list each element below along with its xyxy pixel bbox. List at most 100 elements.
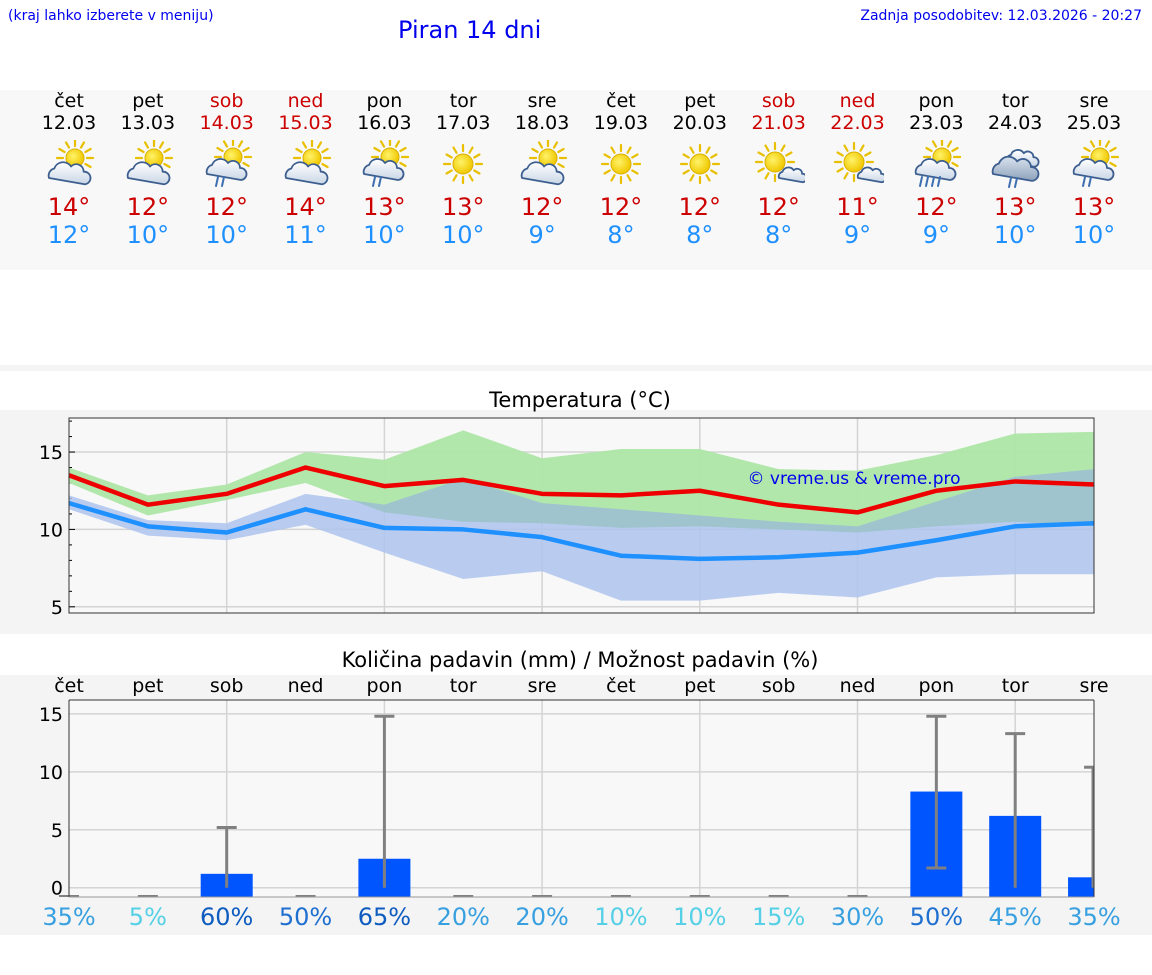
day-name: sob	[761, 90, 796, 112]
precip-chance: 50%	[909, 903, 964, 931]
day-date: 22.03	[830, 112, 885, 134]
y-tick-label: 10	[39, 519, 63, 541]
precip-chance: 30%	[830, 903, 885, 931]
day-date: 15.03	[278, 112, 333, 134]
day-name: pon	[366, 90, 403, 112]
day-label: ned	[288, 675, 324, 697]
partly-cloudy-sun-icon	[126, 140, 173, 186]
temp-min: 8°	[686, 221, 714, 249]
day-column: ned 22.03 11° 9°	[823, 90, 893, 249]
plot-frame	[68, 417, 1095, 614]
max-temp-line	[68, 465, 1095, 515]
day-label: tor	[450, 675, 477, 697]
min-temp-line	[68, 500, 1095, 562]
partly-cloudy-sun-icon	[284, 140, 331, 186]
day-date: 12.03	[41, 112, 97, 134]
temp-max: 12°	[915, 193, 958, 221]
day-name: tor	[1001, 90, 1029, 112]
max-temp-range-band	[69, 430, 1095, 533]
day-column: sre 18.03 12° 9°	[507, 90, 577, 249]
cloud-rain-icon	[991, 149, 1040, 188]
temp-min: 10°	[363, 221, 406, 249]
y-tick-label: 5	[51, 820, 63, 842]
day-date: 20.03	[672, 112, 727, 134]
day-date: 23.03	[909, 112, 964, 134]
day-date: 24.03	[987, 112, 1043, 134]
precip-chance: 45%	[988, 903, 1042, 931]
precip-chance: 20%	[436, 903, 490, 931]
temp-max: 14°	[284, 193, 327, 221]
day-name: čet	[606, 90, 636, 112]
day-column: sob 14.03 12° 10°	[192, 90, 262, 249]
day-name: sre	[527, 90, 557, 112]
precip-chance: 60%	[200, 903, 254, 931]
day-label: pet	[132, 675, 163, 697]
y-tick-label: 10	[39, 762, 63, 784]
temp-min: 10°	[126, 221, 170, 249]
temperature-chart-title: Temperatura (°C)	[489, 388, 671, 412]
temp-max: 12°	[678, 193, 722, 221]
day-date: 16.03	[357, 112, 412, 134]
precip-chance: 65%	[357, 903, 412, 931]
day-column: pet 20.03 12° 8°	[665, 90, 735, 249]
temp-min: 11°	[284, 221, 327, 249]
temp-max: 12°	[205, 193, 248, 221]
day-column: ned 15.03 14° 11°	[271, 90, 341, 249]
temp-min: 9°	[922, 221, 950, 249]
day-column: sre 25.03 13° 10°	[1059, 90, 1129, 249]
temp-min: 9°	[843, 221, 872, 249]
precip-chance: 20%	[515, 903, 569, 931]
day-label: sob	[210, 675, 244, 697]
temp-max: 12°	[126, 193, 170, 221]
day-name: tor	[449, 90, 477, 112]
day-date: 25.03	[1066, 112, 1122, 134]
partly-cloudy-sun-icon	[47, 140, 95, 186]
temp-max: 11°	[836, 193, 879, 221]
sun-icon	[600, 143, 642, 185]
day-column: pet 13.03 12° 10°	[113, 90, 183, 249]
temp-max: 13°	[1072, 193, 1116, 221]
sun-small-cloud-icon	[833, 141, 884, 184]
day-label: čet	[606, 675, 636, 697]
precip-bar	[1068, 877, 1094, 897]
temp-min: 8°	[607, 221, 635, 249]
day-name: pet	[132, 90, 164, 112]
day-label: sre	[1080, 675, 1109, 697]
day-column: tor 17.03 13° 10°	[428, 90, 498, 249]
day-label: čet	[54, 675, 84, 697]
day-label: sob	[762, 675, 796, 697]
sun-rain-icon	[1072, 140, 1120, 187]
page-title: Piran 14 dni	[398, 16, 542, 44]
day-name: čet	[54, 90, 84, 112]
sun-small-cloud-icon	[754, 141, 805, 184]
day-name: sre	[1079, 90, 1109, 112]
region-menu-note[interactable]: (kraj lahko izberete v meniju)	[8, 8, 214, 24]
sun-icon	[679, 143, 720, 185]
temp-max: 12°	[599, 193, 643, 221]
temp-min: 9°	[528, 221, 556, 249]
temp-max: 13°	[363, 193, 406, 221]
temp-max: 13°	[993, 193, 1037, 221]
y-tick-label: 15	[39, 704, 63, 726]
day-column: tor 24.03 13° 10°	[980, 90, 1050, 249]
temp-max: 13°	[441, 193, 485, 221]
precip-chance: 5%	[128, 903, 167, 931]
precip-chance: 10%	[594, 903, 648, 931]
day-name: pet	[684, 90, 716, 112]
day-date: 17.03	[436, 112, 491, 134]
day-name: pon	[918, 90, 955, 112]
day-column: čet 12.03 14° 12°	[34, 90, 104, 249]
temp-max: 12°	[520, 193, 564, 221]
sun-heavy-rain-icon	[915, 140, 962, 187]
temp-min: 8°	[765, 221, 793, 249]
temp-max: 12°	[757, 193, 800, 221]
day-date: 21.03	[751, 112, 806, 134]
day-column: čet 19.03 12° 8°	[586, 90, 656, 249]
y-tick-label: 0	[51, 878, 63, 900]
day-label: pon	[918, 675, 954, 697]
min-temp-range-band	[69, 469, 1095, 601]
day-label: tor	[1002, 675, 1029, 697]
day-name: ned	[287, 90, 324, 112]
precip-chance: 35%	[42, 903, 96, 931]
